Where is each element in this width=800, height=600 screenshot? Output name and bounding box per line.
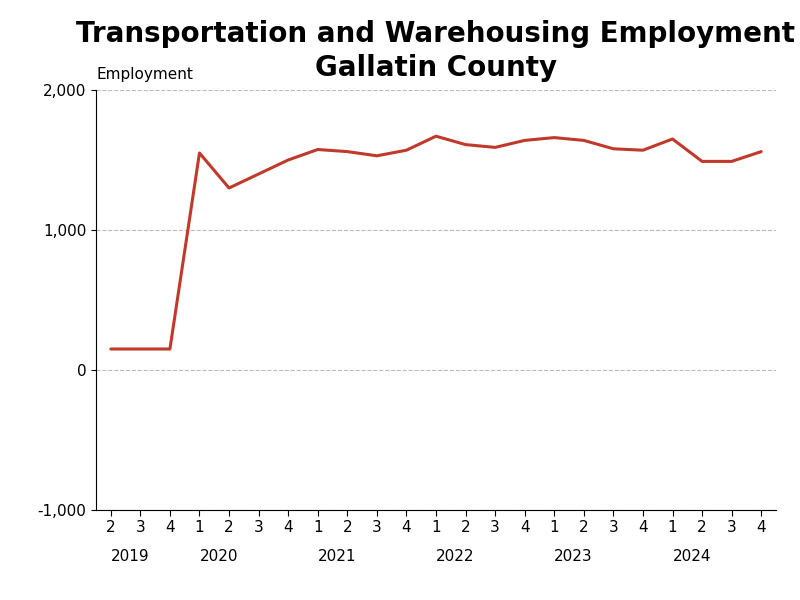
Text: 2021: 2021 (318, 549, 356, 564)
Text: 2023: 2023 (554, 549, 593, 564)
Text: 2020: 2020 (199, 549, 238, 564)
Text: Employment: Employment (96, 67, 193, 82)
Text: 2024: 2024 (673, 549, 711, 564)
Text: 2019: 2019 (110, 549, 150, 564)
Text: 2022: 2022 (436, 549, 474, 564)
Title: Transportation and Warehousing Employment
Gallatin County: Transportation and Warehousing Employmen… (77, 20, 795, 82)
